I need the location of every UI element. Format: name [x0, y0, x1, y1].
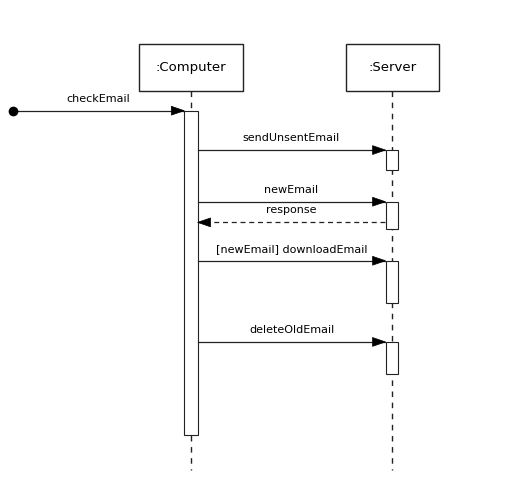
Bar	[386, 261, 398, 303]
Polygon shape	[373, 256, 385, 265]
Text: :Computer: :Computer	[156, 61, 226, 74]
Polygon shape	[373, 146, 385, 154]
Text: deleteOldEmail: deleteOldEmail	[249, 325, 334, 335]
Polygon shape	[198, 218, 211, 227]
Bar	[184, 111, 198, 435]
Text: checkEmail: checkEmail	[67, 94, 131, 104]
Text: :Server: :Server	[368, 61, 416, 74]
Bar	[386, 202, 398, 229]
Bar	[386, 342, 398, 374]
Text: newEmail: newEmail	[265, 185, 318, 195]
Polygon shape	[171, 106, 184, 115]
Bar	[386, 150, 398, 170]
Text: [newEmail] downloadEmail: [newEmail] downloadEmail	[216, 244, 367, 254]
Polygon shape	[373, 197, 385, 206]
Bar	[139, 44, 243, 91]
Polygon shape	[373, 338, 385, 346]
Text: sendUnsentEmail: sendUnsentEmail	[243, 133, 340, 143]
Text: response: response	[266, 206, 317, 215]
Bar	[346, 44, 439, 91]
